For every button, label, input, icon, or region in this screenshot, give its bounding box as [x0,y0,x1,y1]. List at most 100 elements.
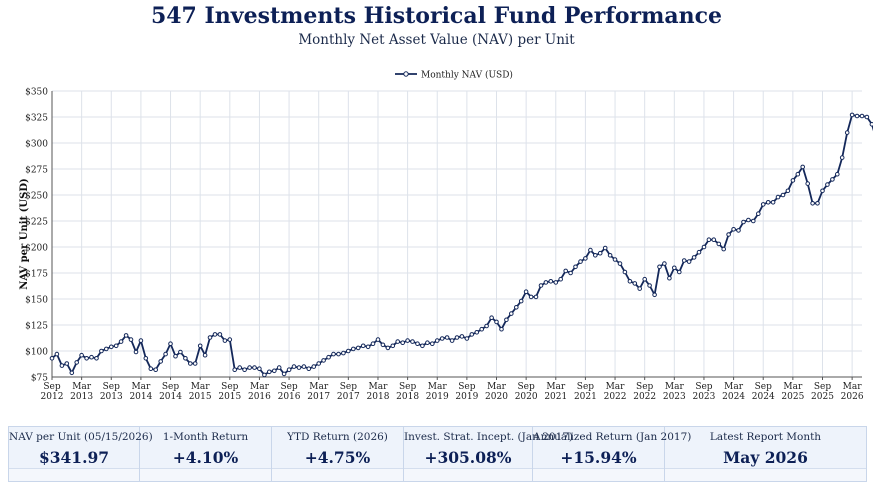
legend-label: Monthly NAV (USD) [421,70,513,81]
data-point [331,351,336,357]
data-point [444,335,450,340]
data-point [731,227,736,232]
data-point [385,345,391,351]
x-tick-label-year: 2023 [692,392,715,402]
data-point [677,269,682,275]
x-tick-label-month: Mar [843,382,863,392]
data-point [69,370,75,376]
stat-nav-per-unit: NAV per Unit (05/15/2026) $341.97 [9,427,153,481]
data-point [434,338,440,343]
data-point [711,237,717,242]
data-point [89,354,94,360]
x-tick-label-month: Sep [814,382,831,392]
x-tick-label-month: Sep [458,382,475,392]
stat-label: YTD Return (2026) [287,431,388,443]
x-tick-label-year: 2022 [604,392,627,402]
stat-footer-row [665,468,866,481]
stat-footer-row [533,468,664,481]
data-point [494,319,499,325]
data-point [859,113,865,119]
stat-value: +4.75% [304,448,371,467]
x-tick-label-year: 2024 [722,392,745,402]
data-point [622,269,628,275]
data-point [839,155,845,160]
data-point [489,315,494,321]
data-point [469,332,475,337]
data-point [94,356,99,361]
data-point [311,364,317,369]
data-point [607,253,613,258]
x-tick-label-year: 2018 [396,392,419,402]
stat-ytd-return: YTD Return (2026) +4.75% [272,427,404,481]
data-point [375,337,381,342]
data-point [360,343,366,349]
x-tick-label-month: Mar [72,382,92,392]
legend-swatch-marker [403,71,409,77]
data-point [272,368,277,374]
data-point [820,188,825,194]
stat-footer-row [9,468,139,481]
data-point [751,218,756,224]
x-tick-label-month: Sep [577,382,594,392]
data-point [222,338,228,343]
data-point [484,323,489,329]
stat-value: May 2026 [723,448,808,467]
x-tick-label-year: 2026 [841,392,864,402]
data-point [854,113,860,119]
data-point [232,367,237,373]
data-point [459,334,465,339]
data-point [830,177,835,182]
data-point [548,279,554,284]
data-point [99,348,104,354]
x-tick-label-month: Mar [131,382,151,392]
data-point [642,276,648,282]
chart-title: 547 Investments Historical Fund Performa… [150,3,723,29]
data-point [207,335,213,340]
stat-footer-row [140,468,271,481]
y-axis-label: NAV per Unit (USD) [19,178,30,289]
data-point [627,279,633,284]
y-tick-label: $200 [25,244,48,254]
nav-line-chart: $75 $100 $125 $150 $175 $200 $225 $250 $275 $300 $… [19,70,873,402]
data-point [869,122,873,127]
data-point [849,112,855,118]
x-tick-label-month: Mar [783,382,803,392]
data-point [785,188,791,194]
data-point [400,340,406,346]
series-line [51,114,873,376]
data-point [104,346,109,352]
data-point [173,353,178,359]
data-point [355,345,361,351]
data-point [336,351,341,357]
data-point [425,340,430,346]
data-point [672,265,677,271]
data-point [810,201,815,206]
data-point [138,338,144,343]
data-point [770,200,776,205]
x-tick-label-year: 2025 [781,392,804,402]
data-point [415,341,420,347]
y-tick-label: $100 [25,348,48,358]
data-point [365,344,371,350]
data-point [192,361,198,366]
x-tick-label-year: 2018 [367,392,390,402]
data-point [617,261,623,266]
stat-one-month-return: 1-Month Return +4.10% [140,427,272,481]
x-tick-label-year: 2016 [248,392,271,402]
x-tick-label-month: Mar [487,382,507,392]
x-tick-label-year: 2023 [663,392,686,402]
x-tick-label-month: Sep [755,382,772,392]
data-point [597,250,603,256]
x-tick-label-year: 2016 [278,392,301,402]
data-point [657,264,662,270]
stat-inception-return: Invest. Strat. Incept. (Jan 2017) +305.0… [404,427,573,481]
data-point [647,283,652,288]
y-tick-label: $225 [25,218,48,228]
data-point [612,257,618,262]
data-point [558,276,564,282]
x-tick-label-month: Sep [399,382,416,392]
x-tick-label-month: Sep [695,382,712,392]
data-point [449,338,455,343]
data-point [573,264,578,270]
x-tick-label-month: Mar [191,382,211,392]
